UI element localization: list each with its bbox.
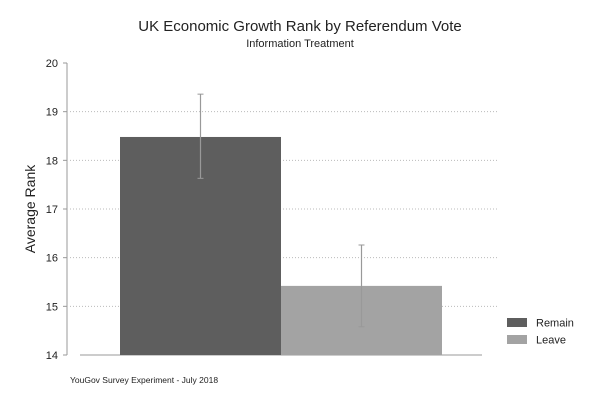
y-tick-label: 17 — [46, 204, 58, 216]
legend-label-leave: Leave — [536, 335, 566, 347]
y-axis-label: Average Rank — [22, 164, 38, 253]
y-tick-label: 15 — [46, 301, 58, 313]
y-tick-label: 19 — [46, 107, 58, 119]
chart-title: UK Economic Growth Rank by Referendum Vo… — [138, 18, 461, 35]
y-tick-label: 20 — [46, 58, 58, 70]
y-tick-label: 16 — [46, 253, 58, 265]
chart-subtitle: Information Treatment — [246, 38, 354, 50]
source-note: YouGov Survey Experiment - July 2018 — [70, 375, 218, 385]
y-tick-label: 18 — [46, 155, 58, 167]
legend: Remain Leave — [507, 318, 574, 347]
legend-swatch-leave — [507, 335, 527, 344]
legend-swatch-remain — [507, 318, 527, 327]
legend-label-remain: Remain — [536, 318, 574, 330]
y-tick-label: 14 — [46, 350, 58, 362]
bars — [120, 93, 442, 355]
